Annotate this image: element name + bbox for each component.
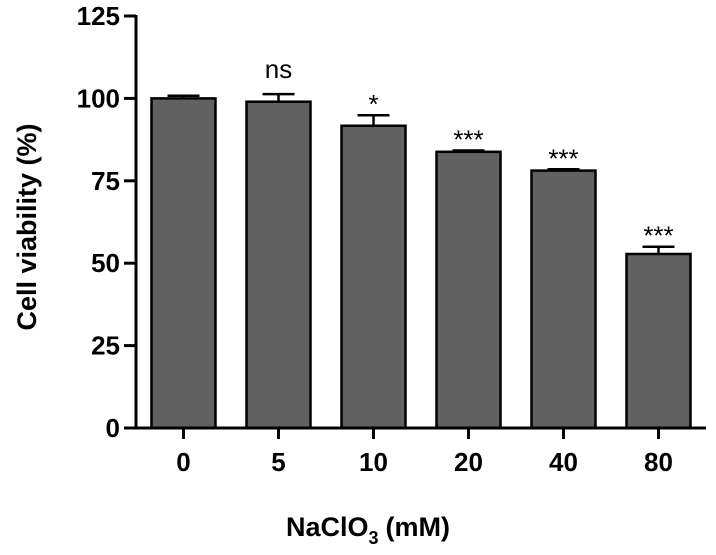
x-tick-label: 0 — [176, 447, 190, 477]
x-tick-label: 80 — [644, 447, 673, 477]
y-tick-label: 125 — [77, 1, 120, 31]
significance-label: * — [368, 89, 378, 119]
significance-layer: ns********** — [265, 54, 674, 251]
x-tick-label: 40 — [549, 447, 578, 477]
x-tick-label: 10 — [359, 447, 388, 477]
y-tick-label: 75 — [91, 166, 120, 196]
y-tick-label: 100 — [77, 83, 120, 113]
error-bars-layer — [167, 92, 675, 254]
significance-label: *** — [643, 221, 673, 251]
bar — [435, 150, 502, 430]
x-tick-label: 5 — [271, 447, 285, 477]
bar — [340, 124, 407, 430]
x-axis-title-subscript: 3 — [369, 528, 379, 548]
y-ticks-layer: 0 25 50 75 100 125 — [77, 1, 136, 443]
y-tick-label: 50 — [91, 248, 120, 278]
significance-label: *** — [453, 124, 483, 154]
x-ticks-layer: 0 5 10 20 40 80 — [176, 428, 673, 477]
significance-label: ns — [265, 54, 292, 84]
x-axis-title-main: NaClO — [286, 512, 369, 542]
bar — [530, 169, 597, 430]
significance-label: *** — [548, 143, 578, 173]
bar — [625, 252, 692, 430]
y-axis-title: Cell viability (%) — [12, 123, 42, 330]
y-tick-label: 25 — [91, 331, 120, 361]
bar — [150, 97, 217, 430]
x-axis-title: NaClO3 (mM) — [286, 512, 450, 548]
bar — [245, 100, 312, 430]
bars-layer — [150, 97, 692, 430]
x-axis-title-unit: (mM) — [386, 512, 450, 542]
y-tick-label: 0 — [106, 413, 120, 443]
x-tick-label: 20 — [454, 447, 483, 477]
